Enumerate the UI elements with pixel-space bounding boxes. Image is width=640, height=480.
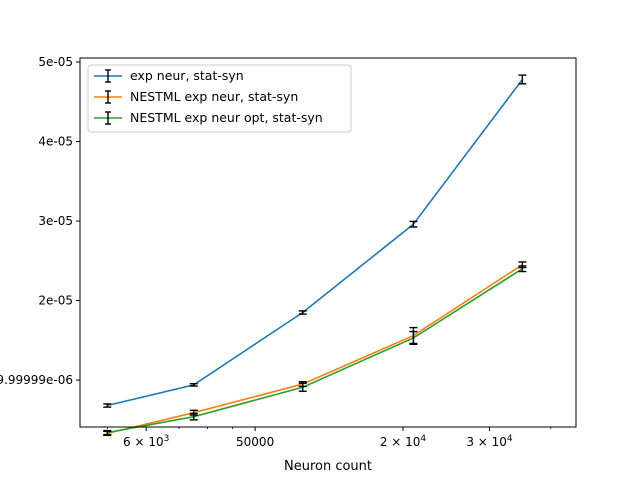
plot-frame [79,57,577,428]
legend-entry: exp neur, stat-syn [94,68,244,83]
y-axis: 9.99999e-06 2e-05 3e-05 4e-05 5e-05 [0,55,80,387]
y-tick-label: 9.99999e-06 [0,373,73,387]
y-tick-label: 2e-05 [38,294,73,308]
x-tick-label: 3 × 104 [466,434,513,449]
error-bar [298,382,307,392]
x-tick-label: 6 × 103 [123,434,169,449]
legend-label: NESTML exp neur opt, stat-syn [130,110,323,125]
error-bar [103,429,112,436]
y-tick-label: 4e-05 [38,135,73,149]
error-bar [298,310,307,315]
y-tick-label: 3e-05 [38,214,73,228]
error-bar [518,265,527,273]
x-axis: 6 × 103 50000 2 × 104 3 × 104 [106,427,552,449]
error-bar [189,412,198,421]
series-layer [103,74,527,437]
x-axis-label: Neuron count [284,459,372,474]
legend: exp neur, stat-syn NESTML exp neur, stat-… [87,64,352,133]
error-bar [409,220,418,228]
error-bar [189,382,198,387]
error-bar [103,403,112,408]
legend-label: exp neur, stat-syn [130,68,244,83]
legend-label: NESTML exp neur, stat-syn [130,89,298,104]
legend-entry: NESTML exp neur, stat-syn [94,89,298,104]
x-tick-label: 50000 [236,435,274,449]
legend-box [87,64,352,133]
x-tick-label: 2 × 104 [380,434,427,449]
error-bar [518,74,527,85]
y-tick-label: 5e-05 [38,55,73,69]
legend-entry: NESTML exp neur opt, stat-syn [94,110,323,125]
error-bar [409,330,418,345]
